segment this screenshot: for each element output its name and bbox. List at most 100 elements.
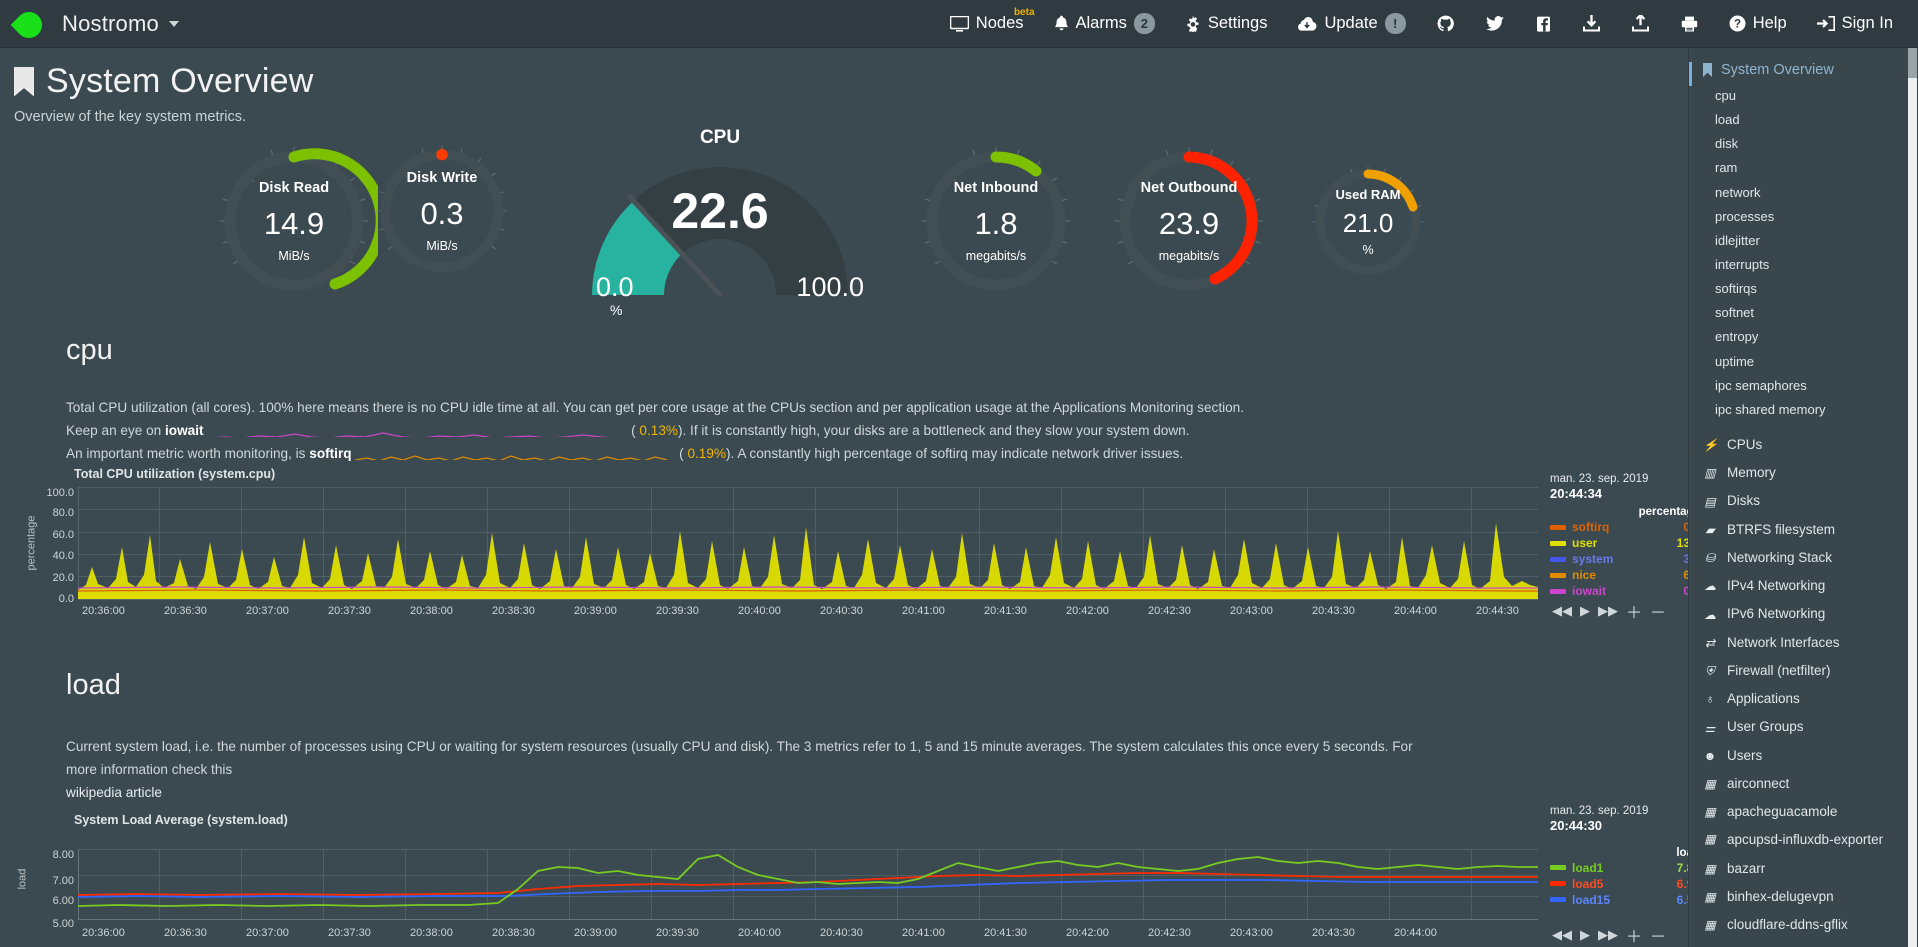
legend-row[interactable]: load1 7.87 xyxy=(1550,861,1688,875)
page-scrollbar[interactable] xyxy=(1908,0,1917,947)
chart-legend-cpu: man. 23. sep. 2019 20:44:34 percentage s… xyxy=(1550,473,1688,598)
forward-icon[interactable]: ▶▶ xyxy=(1598,603,1618,619)
sidebar-subitem-ipc-semaphores[interactable]: ipc semaphores xyxy=(1715,377,1807,393)
zoom-out-icon[interactable]: － xyxy=(1650,605,1667,623)
sidebar-subitem-idlejitter[interactable]: idlejitter xyxy=(1715,232,1760,248)
sidebar-item-binhex-delugevpn[interactable]: ▦ binhex-delugevpn xyxy=(1689,883,1918,911)
sidebar-item-ipv4[interactable]: ☁ IPv4 Networking xyxy=(1689,572,1918,600)
legend-value: 7.87 xyxy=(1676,860,1688,875)
zoom-in-icon[interactable]: ＋ xyxy=(1626,928,1643,946)
gauges-row: Disk Read 14.9 MiB/s xyxy=(0,127,1688,345)
gauge-cpu[interactable]: CPU 22.6 0.0 % 100.0 xyxy=(570,127,870,345)
sidebar-subitem-entropy[interactable]: entropy xyxy=(1715,329,1759,345)
sidebar-subitem-network[interactable]: network xyxy=(1715,184,1761,200)
legend-row[interactable]: softirq 0.2 xyxy=(1550,520,1688,534)
legend-name: iowait xyxy=(1572,584,1607,599)
text: An important metric worth monitoring, is xyxy=(66,445,310,461)
chart-area-load[interactable]: load 8.00 7.00 6.00 5.00 xyxy=(10,805,1688,946)
load-desc-line2[interactable]: wikipedia article xyxy=(66,785,162,801)
hostname-dropdown[interactable]: Nostromo xyxy=(62,11,179,37)
x-tick: 20:36:00 xyxy=(82,926,125,939)
nav-label-nodes: Nodes xyxy=(975,14,1024,32)
svg-text:?: ? xyxy=(1734,19,1741,31)
nav-item-help[interactable]: ? Help xyxy=(1714,0,1802,48)
sidebar-item-bazarr[interactable]: ▦ bazarr xyxy=(1689,855,1918,883)
cpu-plot[interactable] xyxy=(78,487,1548,611)
sidebar-item-cloudflare-ddns-gflix[interactable]: ▦ cloudflare-ddns-gflix xyxy=(1689,911,1918,939)
legend-row[interactable]: nice 6.0 xyxy=(1550,568,1688,582)
nav-item-github[interactable] xyxy=(1421,0,1470,48)
sidebar-item-ipv6[interactable]: ☁ IPv6 Networking xyxy=(1689,600,1918,628)
sidebar-item-apcupsd-influxdb-exporter[interactable]: ▦ apcupsd-influxdb-exporter xyxy=(1689,826,1918,854)
sidebar-item-applications[interactable]: ♁ Applications xyxy=(1689,685,1918,713)
y-tick: 5.00 xyxy=(52,917,74,930)
nav-item-signin[interactable]: Sign In xyxy=(1802,0,1908,48)
sidebar-subitem-load[interactable]: load xyxy=(1715,112,1740,128)
y-tick: 40.0 xyxy=(52,550,74,563)
play-icon[interactable]: ▶ xyxy=(1580,926,1590,942)
play-icon[interactable]: ▶ xyxy=(1580,603,1590,619)
sidebar-subitem-uptime[interactable]: uptime xyxy=(1715,353,1755,369)
chart-controls-cpu[interactable]: ◀◀ ▶ ▶▶ ＋ － ⇕ xyxy=(1552,599,1688,623)
gauge-net-outbound[interactable]: Net Outbound 23.9 megabits/s xyxy=(1105,137,1273,305)
legend-row[interactable]: load15 6.54 xyxy=(1550,893,1688,907)
chart-load[interactable]: System Load Average (system.load) load 8… xyxy=(10,805,1688,946)
sidebar-subitem-ram[interactable]: ram xyxy=(1715,160,1738,176)
zoom-out-icon[interactable]: － xyxy=(1650,928,1667,946)
gauge-used-ram[interactable]: Used RAM 21.0 % xyxy=(1305,159,1431,285)
chart-cpu[interactable]: Total CPU utilization (system.cpu) perce… xyxy=(10,467,1688,627)
nav-item-nodes[interactable]: Nodes beta xyxy=(935,0,1039,48)
nav-item-export[interactable] xyxy=(1616,0,1665,48)
nav-item-settings[interactable]: Settings xyxy=(1170,0,1283,48)
sidebar-item-apacheguacamole[interactable]: ▦ apacheguacamole xyxy=(1689,798,1918,826)
gauge-disk-read[interactable]: Disk Read 14.9 MiB/s xyxy=(210,137,378,305)
chart-controls-load[interactable]: ◀◀ ▶ ▶▶ ＋ － ⇕ xyxy=(1552,923,1688,947)
nav-item-import[interactable] xyxy=(1567,0,1616,48)
sidebar-subitem-softirqs[interactable]: softirqs xyxy=(1715,281,1757,297)
bookmark-icon xyxy=(1703,63,1712,77)
forward-icon[interactable]: ▶▶ xyxy=(1598,926,1618,942)
sidebar-item-system-overview[interactable]: System Overview xyxy=(1689,48,1918,84)
sidebar-subitem-cpu[interactable]: cpu xyxy=(1715,88,1736,103)
gauge-net-inbound[interactable]: Net Inbound 1.8 megabits/s xyxy=(912,137,1080,305)
load-plot[interactable] xyxy=(78,848,1548,947)
zoom-in-icon[interactable]: ＋ xyxy=(1626,605,1643,623)
sidebar-item-network-interfaces[interactable]: ⇄ Network Interfaces xyxy=(1689,629,1918,657)
legend-row[interactable]: user 13.3 xyxy=(1550,536,1688,550)
nav-item-twitter[interactable] xyxy=(1470,0,1520,48)
nav-label-settings: Settings xyxy=(1207,14,1268,32)
nav-item-update[interactable]: Update ! xyxy=(1282,0,1420,48)
sidebar-subitem-processes[interactable]: processes xyxy=(1715,208,1775,224)
legend-row[interactable]: load5 6.96 xyxy=(1550,877,1688,891)
gauge-ring: Net Inbound 1.8 megabits/s xyxy=(912,137,1080,305)
gauge-disk-write[interactable]: Disk Write 0.3 MiB/s xyxy=(368,137,516,285)
nav-item-alarms[interactable]: Alarms 2 xyxy=(1039,0,1170,48)
sidebar-item-cloudflare-ddns-tr[interactable]: ▦cloudflare-ddns-tr xyxy=(1689,939,1918,947)
sidebar-item-memory[interactable]: ▥ Memory xyxy=(1689,459,1918,487)
sidebar-item-user-groups[interactable]: ⚌ User Groups xyxy=(1689,713,1918,741)
nav-item-facebook[interactable] xyxy=(1520,0,1567,48)
chart-area-cpu[interactable]: percentage 100.0 80.0 60.0 40.0 20.0 0.0 xyxy=(10,473,1688,623)
scrollbar-thumb[interactable] xyxy=(1908,24,1917,78)
sidebar-subitem-softnet[interactable]: softnet xyxy=(1715,305,1755,321)
sidebar-item-disks[interactable]: ▤ Disks xyxy=(1689,487,1918,515)
right-sidebar[interactable]: System Overview cpu load disk ram networ… xyxy=(1688,48,1918,947)
sidebar-subitem-ipc-shared-memory[interactable]: ipc shared memory xyxy=(1715,401,1826,417)
legend-row[interactable]: iowait 0.1 xyxy=(1550,584,1688,598)
sidebar-item-cpus[interactable]: ⚡ CPUs xyxy=(1689,431,1918,459)
memory-icon: ▥ xyxy=(1704,466,1716,481)
iowait-sparkline xyxy=(207,425,627,437)
legend-row[interactable]: system 3.0 xyxy=(1550,552,1688,566)
sidebar-item-users[interactable]: ☻ Users xyxy=(1689,742,1918,770)
sidebar-subitem-disk[interactable]: disk xyxy=(1715,136,1739,152)
rewind-icon[interactable]: ◀◀ xyxy=(1552,603,1572,619)
chart-title-load: System Load Average (system.load) xyxy=(74,812,288,827)
users-icon: ⚌ xyxy=(1704,720,1716,735)
nav-item-print[interactable] xyxy=(1665,0,1714,48)
sidebar-item-airconnect[interactable]: ▦ airconnect xyxy=(1689,770,1918,798)
sidebar-subitem-interrupts[interactable]: interrupts xyxy=(1715,256,1770,272)
sidebar-item-firewall[interactable]: ⛨ Firewall (netfilter) xyxy=(1689,657,1918,685)
sidebar-item-btrfs[interactable]: ▰ BTRFS filesystem xyxy=(1689,516,1918,544)
sidebar-item-networking-stack[interactable]: ⛁ Networking Stack xyxy=(1689,544,1918,572)
rewind-icon[interactable]: ◀◀ xyxy=(1552,926,1572,942)
